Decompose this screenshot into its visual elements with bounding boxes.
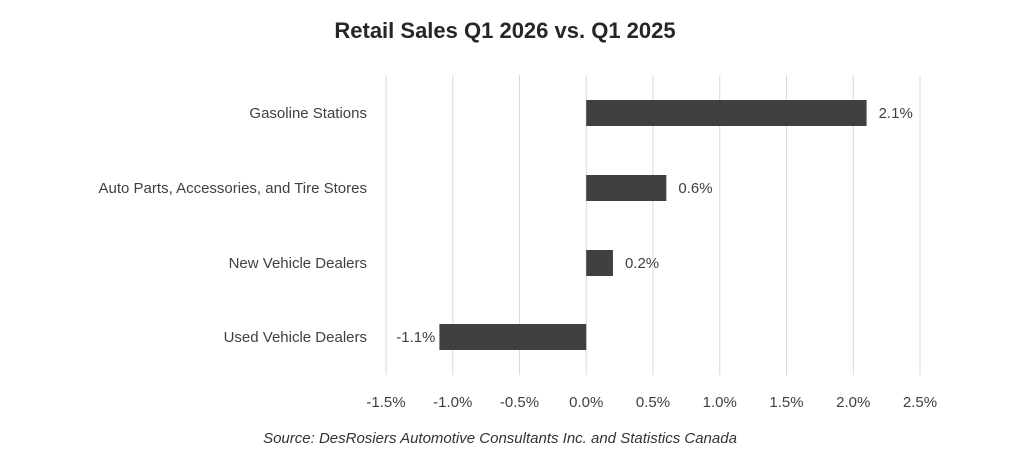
labels: -1.5% -1.0% -0.5% 0.0% 0.5% 1.0% 1.5% 2.0% 2.5% G… <box>99 105 938 411</box>
data-label: 2.1% <box>879 105 913 122</box>
x-tick-label: -1.0% <box>433 394 472 411</box>
category-label: Used Vehicle Dealers <box>224 329 367 346</box>
data-label: 0.6% <box>678 180 712 197</box>
data-label: 0.2% <box>625 255 659 272</box>
x-tick-label: 0.0% <box>569 394 603 411</box>
category-label: New Vehicle Dealers <box>229 255 367 272</box>
source-note: Source: DesRosiers Automotive Consultant… <box>263 430 737 447</box>
bar <box>586 100 867 126</box>
category-label: Gasoline Stations <box>249 105 367 122</box>
bar <box>586 250 613 276</box>
chart-title: Retail Sales Q1 2026 vs. Q1 2025 <box>334 18 676 43</box>
x-tick-label: 1.5% <box>769 394 803 411</box>
x-tick-label: 2.5% <box>903 394 937 411</box>
x-tick-label: 1.0% <box>703 394 737 411</box>
bar <box>586 175 667 201</box>
category-label: Auto Parts, Accessories, and Tire Stores <box>99 180 367 197</box>
x-tick-label: -0.5% <box>500 394 539 411</box>
data-label: -1.1% <box>396 329 435 346</box>
bar <box>439 324 587 350</box>
bars <box>439 100 867 350</box>
x-tick-label: -1.5% <box>366 394 405 411</box>
x-tick-label: 2.0% <box>836 394 870 411</box>
x-tick-label: 0.5% <box>636 394 670 411</box>
